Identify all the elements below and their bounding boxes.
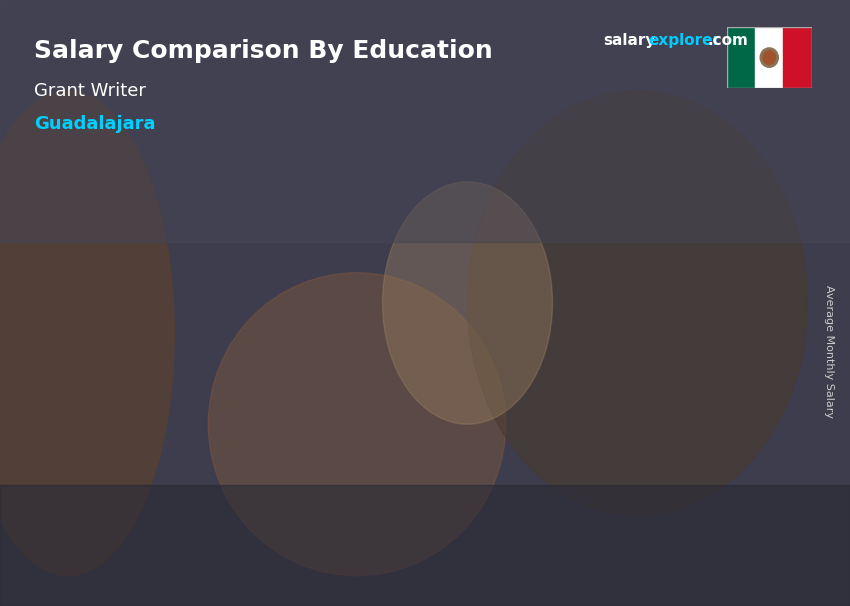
Text: +45%: +45%	[370, 208, 438, 228]
Polygon shape	[534, 286, 541, 509]
Text: Guadalajara: Guadalajara	[34, 115, 156, 133]
Bar	[0, 0, 850, 242]
Polygon shape	[702, 217, 709, 509]
Circle shape	[760, 48, 779, 67]
Text: +18%: +18%	[202, 278, 269, 298]
Text: salary: salary	[604, 33, 656, 48]
Text: 45,100 MXN: 45,100 MXN	[631, 195, 721, 208]
Bar	[274, 356, 366, 509]
Text: Average Monthly Salary: Average Monthly Salary	[824, 285, 834, 418]
Text: 23,700 MXN: 23,700 MXN	[266, 338, 356, 351]
Text: explorer: explorer	[649, 33, 721, 48]
Text: Grant Writer: Grant Writer	[34, 82, 146, 100]
Bar	[0, 485, 850, 606]
Text: +31%: +31%	[538, 139, 606, 159]
Ellipse shape	[468, 91, 808, 515]
Bar	[609, 217, 702, 509]
Bar	[727, 27, 755, 88]
Text: 20,200 MXN: 20,200 MXN	[98, 361, 188, 375]
Circle shape	[763, 51, 775, 64]
Polygon shape	[198, 378, 205, 509]
Text: 34,400 MXN: 34,400 MXN	[434, 267, 524, 279]
Text: Salary Comparison By Education: Salary Comparison By Education	[34, 39, 493, 64]
Ellipse shape	[208, 273, 506, 576]
Bar	[105, 378, 198, 509]
Ellipse shape	[0, 91, 174, 576]
Bar	[784, 27, 812, 88]
Bar	[442, 286, 534, 509]
Text: .com: .com	[707, 33, 748, 48]
Polygon shape	[366, 356, 373, 509]
Bar	[755, 27, 784, 88]
Ellipse shape	[382, 182, 552, 424]
